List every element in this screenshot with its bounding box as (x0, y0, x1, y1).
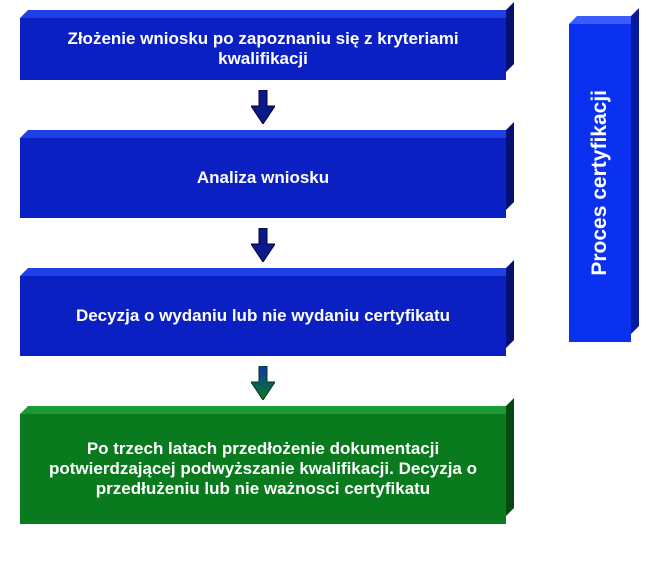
sidebar-label: Proces certyfikacji (588, 90, 612, 276)
step-box-4: Po trzech latach przedłożenie dokumentac… (20, 414, 506, 524)
step-box-3-top (20, 268, 514, 276)
step-box-2-front: Analiza wniosku (20, 138, 506, 218)
step-2-label: Analiza wniosku (197, 168, 329, 188)
sidebar-box: Proces certyfikacji (569, 24, 631, 342)
sidebar-right (631, 8, 639, 334)
step-box-2-top (20, 130, 514, 138)
step-box-1-front: Złożenie wniosku po zapoznaniu się z kry… (20, 18, 506, 80)
step-box-2: Analiza wniosku (20, 138, 506, 218)
step-box-2-right (506, 122, 514, 210)
step-box-1-top (20, 10, 514, 18)
sidebar-top (569, 16, 639, 24)
step-box-3-front: Decyzja o wydaniu lub nie wydaniu certyf… (20, 276, 506, 356)
arrow-1 (251, 90, 275, 124)
step-box-1-right (506, 2, 514, 72)
step-box-1: Złożenie wniosku po zapoznaniu się z kry… (20, 18, 506, 80)
sidebar-front: Proces certyfikacji (569, 24, 631, 342)
step-box-4-front: Po trzech latach przedłożenie dokumentac… (20, 414, 506, 524)
step-box-3: Decyzja o wydaniu lub nie wydaniu certyf… (20, 276, 506, 356)
flow-column: Złożenie wniosku po zapoznaniu się z kry… (14, 18, 512, 524)
step-3-label: Decyzja o wydaniu lub nie wydaniu certyf… (76, 306, 450, 326)
step-box-4-top (20, 406, 514, 414)
arrow-3 (251, 366, 275, 400)
step-1-label: Złożenie wniosku po zapoznaniu się z kry… (40, 29, 486, 69)
diagram-container: Złożenie wniosku po zapoznaniu się z kry… (0, 0, 659, 569)
arrow-2 (251, 228, 275, 262)
step-box-3-right (506, 260, 514, 348)
step-box-4-right (506, 398, 514, 516)
step-4-label: Po trzech latach przedłożenie dokumentac… (40, 439, 486, 499)
